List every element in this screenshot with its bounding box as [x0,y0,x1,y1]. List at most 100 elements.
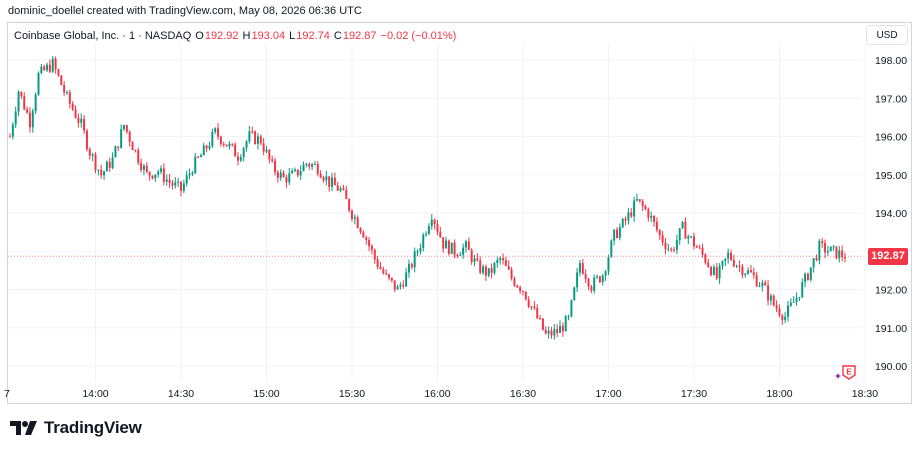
candle-body [618,227,621,238]
candle-body [707,262,710,267]
candle-body [265,149,268,152]
candle-body [464,241,467,248]
candle-body [34,94,37,111]
candle-body [502,258,505,261]
candle-body [815,258,818,261]
x-tick-label: 15:00 [253,388,279,400]
candle-body [587,279,590,287]
candle-body [467,241,470,250]
candle-body [385,273,388,275]
candle-body [533,306,536,308]
tradingview-logo-icon [10,421,37,435]
symbol-legend: Coinbase Global, Inc. · 1 · NASDAQ O 192.… [14,30,456,42]
x-tick-label: 15:30 [339,388,365,400]
candle-body [772,295,775,306]
candle-body [254,131,257,144]
candle-body [168,179,171,183]
candle-body [171,182,174,186]
candle-body [747,270,750,274]
candle-body [174,182,177,186]
candle-body [627,212,630,221]
candle-body [274,160,277,173]
candle-body [268,149,271,160]
candle-body [536,307,539,319]
candle-body [621,218,624,228]
y-tick-label: 198.00 [875,55,907,67]
candle-body [744,273,747,276]
candle-body [764,282,767,286]
candle-body [710,266,713,275]
candle-body [539,318,542,320]
last-price-badge: 192.87 [868,247,908,265]
candle-body [781,315,784,320]
candle-body [684,221,687,239]
candle-body [94,154,97,170]
candle-body [462,247,465,255]
candle-body [547,330,550,334]
candle-body [473,258,476,262]
candle-body [504,260,507,266]
candle-body [48,64,51,72]
currency-button[interactable]: USD [866,25,908,45]
candle-body [191,173,194,175]
candle-body [450,242,453,254]
candle-body [228,143,231,147]
candle-body [601,275,604,283]
candle-body [655,221,658,231]
candle-body [470,249,473,262]
candle-body [641,200,644,207]
candle-body [105,161,108,172]
candle-body [650,215,653,218]
candle-body [111,157,114,168]
candle-body [704,254,707,263]
candle-body [527,299,530,307]
candle-body [211,131,214,146]
candle-body [100,169,103,176]
candle-body [838,250,841,259]
candle-body [484,266,487,276]
candle-body [114,146,117,158]
candle-body [299,171,302,176]
candle-body [749,270,752,273]
candle-body [456,254,459,256]
candle-body [804,273,807,283]
candle-body [248,131,251,142]
candle-body [835,246,838,259]
candle-body [74,109,77,118]
candle-body [91,154,94,156]
candle-body [787,305,790,317]
candle-body [416,251,419,253]
candle-body [738,265,741,267]
candle-body [28,112,31,128]
candle-body [271,159,274,161]
legend-low: L 192.74 [289,30,330,42]
candle-body [479,260,482,273]
candle-body [103,171,106,176]
candle-body [590,286,593,291]
candle-body [131,142,134,150]
candle-body [236,156,239,161]
candle-body [832,246,835,248]
candle-body [342,188,345,190]
candle-body [311,164,314,167]
candle-body [604,271,607,276]
candle-body [251,131,254,133]
x-tick-label: 17:00 [595,388,621,400]
candle-body [769,295,772,301]
candle-body [453,242,456,255]
candle-body [598,276,601,283]
candle-body [120,129,123,148]
candle-body [490,268,493,273]
candle-body [407,264,410,273]
candle-body [698,247,701,249]
candle-body [293,169,296,171]
earnings-event-icon[interactable]: E [834,364,858,380]
candle-body [370,246,373,250]
candle-body [51,58,54,72]
candle-body [767,285,770,301]
y-tick-label: 192.00 [875,285,907,297]
candle-body [419,248,422,252]
candle-body [382,268,385,274]
candle-body [308,163,311,167]
